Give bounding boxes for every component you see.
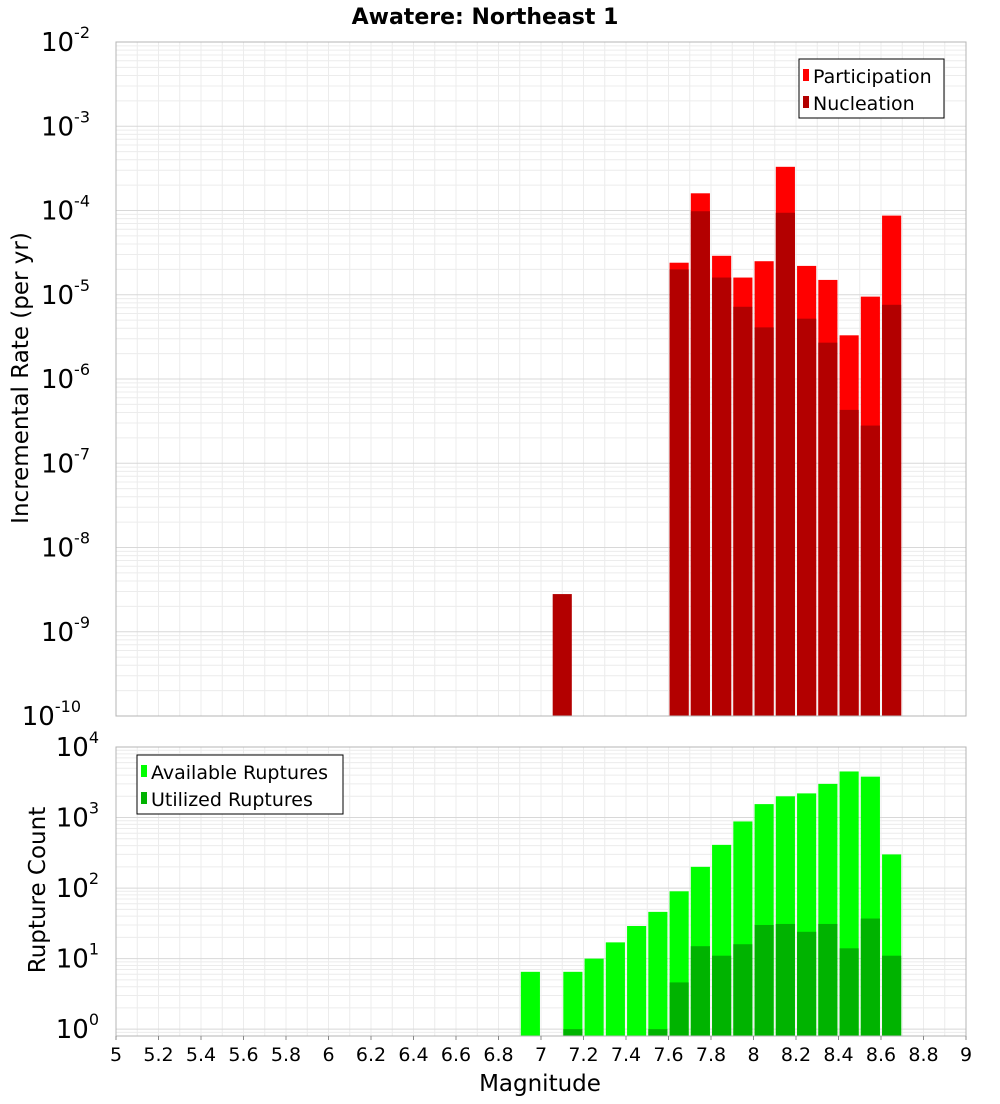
bar-utilized-ruptures [712,955,732,1036]
bar-nucleation [860,425,880,716]
x-tick-label: 8.6 [866,1044,896,1066]
bar-nucleation [712,277,732,716]
x-tick-label: 7.6 [653,1044,683,1066]
y-tick-label: 10-5 [41,276,90,311]
bar-utilized-ruptures [754,924,774,1036]
bar-nucleation [839,409,859,716]
x-tick-label: 8.8 [908,1044,938,1066]
x-tick-label: 6.2 [356,1044,386,1066]
legend-label: Participation [813,66,932,88]
x-tick-label: 5.2 [143,1044,173,1066]
legend-label: Utilized Ruptures [151,789,313,811]
y-tick-label: 100 [56,1010,99,1045]
y-tick-label: 10-6 [41,360,90,395]
bar-nucleation [733,306,753,716]
x-tick-label: 5.8 [271,1044,301,1066]
x-tick-label: 6.6 [441,1044,471,1066]
top-y-axis-label: Incremental Rate (per yr) [8,232,34,524]
bar-utilized-ruptures [839,948,859,1036]
bar-utilized-ruptures [882,955,902,1036]
top-plot-area: 10-10 10-9 10-8 10-7 10-6 10-5 10-4 10-3 10-2 Par… [22,23,967,732]
bar-nucleation [552,594,572,716]
x-tick-label: 5 [110,1044,122,1066]
y-tick-label: 101 [56,940,99,975]
bar-nucleation [669,269,689,716]
y-tick-label: 104 [56,728,99,763]
bar-utilized-ruptures [669,982,689,1036]
chart-title: Awatere: Northeast 1 [352,5,619,30]
bar-available-ruptures [520,971,540,1036]
legend-box [798,58,945,119]
y-tick-label: 10-8 [41,529,90,564]
x-tick-label: 6.4 [398,1044,428,1066]
bar-utilized-ruptures [733,944,753,1036]
legend-label: Nucleation [813,93,915,115]
y-tick-label: 103 [56,799,99,834]
x-tick-label: 5.4 [186,1044,216,1066]
bar-available-ruptures [563,971,583,1036]
x-tick-label: 7.2 [568,1044,598,1066]
x-axis-label: Magnitude [479,1071,601,1097]
legend-label: Available Ruptures [151,762,328,784]
bar-nucleation [775,212,795,716]
y-tick-label: 10-4 [41,192,90,227]
y-tick-label: 10-2 [41,23,90,58]
bar-nucleation [754,327,774,716]
bar-utilized-ruptures [648,1029,668,1036]
bar-available-ruptures [584,958,604,1036]
legend-swatch [141,765,147,777]
bar-utilized-ruptures [818,923,838,1036]
y-tick-label: 10-9 [41,613,90,648]
bar-utilized-ruptures [797,931,817,1036]
plot-frame [115,41,967,717]
x-tick-label: 6 [322,1044,334,1066]
x-tick-label: 8 [747,1044,759,1066]
y-tick-label: 10-7 [41,444,90,479]
bar-utilized-ruptures [563,1029,583,1036]
legend-swatch [141,792,147,804]
bar-available-ruptures [627,926,647,1036]
x-tick-label: 7.8 [696,1044,726,1066]
x-tick-label: 8.4 [823,1044,853,1066]
x-tick-label: 8.2 [781,1044,811,1066]
bar-utilized-ruptures [690,946,710,1036]
legend-swatch [803,69,809,81]
bar-available-ruptures [605,942,625,1036]
x-tick-label: 6.8 [483,1044,513,1066]
bar-nucleation [797,318,817,716]
legend-box [136,754,344,815]
bar-utilized-ruptures [775,923,795,1036]
legend-swatch [803,96,809,108]
y-tick-label: 10-3 [41,107,90,142]
bottom-plot-area: 100 101 102 103 104 5 5.2 5.4 5.6 5.8 6 6.2 6.4 6.6 6.… [56,728,972,1066]
bar-utilized-ruptures [860,918,880,1036]
bar-available-ruptures [648,911,668,1036]
x-tick-label: 9 [960,1044,972,1066]
y-tick-label: 10-10 [22,697,81,732]
bar-nucleation [882,304,902,716]
bar-nucleation [690,211,710,716]
bar-nucleation [818,342,838,716]
x-tick-label: 7 [535,1044,547,1066]
bottom-y-axis-label: Rupture Count [25,807,51,973]
x-tick-label: 7.4 [611,1044,641,1066]
y-tick-label: 102 [56,869,99,904]
x-tick-label: 5.6 [228,1044,258,1066]
